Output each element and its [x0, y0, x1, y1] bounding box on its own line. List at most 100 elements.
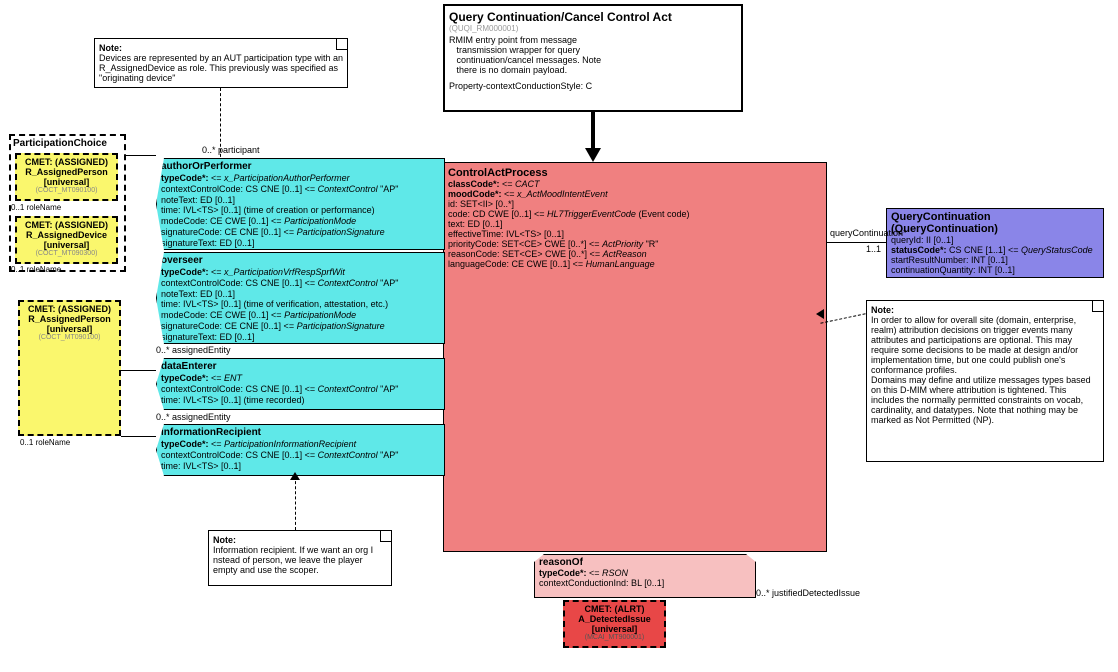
cmet1-l2: R_AssignedPerson	[19, 167, 114, 177]
cmet3-l3: [universal]	[22, 324, 117, 334]
note3-title: Note:	[871, 305, 1099, 315]
controlact-box: ControlActProcess classCode*: <= CACT mo…	[443, 162, 827, 552]
pc-title: ParticipationChoice	[13, 138, 122, 149]
cmet2-l1: CMET: (ASSIGNED)	[19, 220, 114, 230]
note2-box: Note: Information recipient. If we want …	[208, 530, 392, 586]
ro-title: reasonOf	[539, 557, 751, 568]
author-l5: modeCode: CE CWE [0..1] <= Participation…	[161, 216, 440, 227]
de-title: dataEnterer	[161, 361, 440, 373]
overseer-l2: contextControlCode: CS CNE [0..1] <= Con…	[161, 278, 440, 289]
overseer-box: overseer typeCode*: <= x_ParticipationVr…	[156, 252, 445, 344]
note1-box: Note: Devices are represented by an AUT …	[94, 38, 348, 88]
note2-arrowhead-icon	[290, 472, 300, 480]
overseer-l7: signatureText: ED [0..1]	[161, 332, 440, 343]
cmet1-box: CMET: (ASSIGNED) R_AssignedPerson [unive…	[15, 153, 118, 201]
cmet2-l4: (COCT_MT090300)	[19, 250, 114, 257]
header-desc: RMIM entry point from message transmissi…	[449, 35, 737, 75]
author-l2: contextControlCode: CS CNE [0..1] <= Con…	[161, 184, 440, 195]
overseer-l6: signatureCode: CE CNE [0..1] <= Particip…	[161, 321, 440, 332]
qc-l2: statusCode*: CS CNE [1..1] <= QueryStatu…	[891, 245, 1099, 255]
note2-line	[295, 476, 296, 530]
cmet2-l2: R_AssignedDevice	[19, 230, 114, 240]
qc-line	[827, 242, 886, 243]
author-title: authorOrPerformer	[161, 161, 440, 173]
cmet3-box: CMET: (ASSIGNED) R_AssignedPerson [unive…	[18, 300, 121, 436]
de-l3: time: IVL<TS> [0..1] (time recorded)	[161, 395, 440, 406]
qc-l1: queryId: II [0..1]	[891, 235, 1099, 245]
pc-line	[126, 155, 156, 156]
qc-card: 1..1	[866, 244, 881, 254]
ir-l2: contextControlCode: CS CNE [0..1] <= Con…	[161, 450, 440, 461]
header-prop: Property-contextConductionStyle: C	[449, 81, 737, 91]
cmet4-l1: CMET: (ALRT)	[567, 604, 662, 614]
participant-label: 0..* participant	[202, 145, 260, 155]
note3-arrow	[820, 313, 865, 324]
header-title: Query Continuation/Cancel Control Act	[449, 10, 737, 24]
ca-l7: priorityCode: SET<CE> CWE [0..*] <= ActP…	[448, 239, 822, 249]
note3-box: Note: In order to allow for overall site…	[866, 300, 1104, 462]
overseer-title: overseer	[161, 255, 440, 267]
overseer-l1: typeCode*: <= x_ParticipationVrfRespSprf…	[161, 267, 440, 278]
overseer-l3: noteText: ED [0..1]	[161, 289, 440, 300]
ca-l2: moodCode*: <= x_ActMoodIntentEvent	[448, 189, 822, 199]
de-line	[121, 370, 156, 371]
de-l1: typeCode*: <= ENT	[161, 373, 440, 384]
ca-l6: effectiveTime: IVL<TS> [0..1]	[448, 229, 822, 239]
overseer-l5: modeCode: CE CWE [0..1] <= Participation…	[161, 310, 440, 321]
author-l3: noteText: ED [0..1]	[161, 195, 440, 206]
de-rel: 0..* assignedEntity	[156, 345, 231, 355]
controlact-title: ControlActProcess	[448, 167, 822, 179]
ir-rel: 0..* assignedEntity	[156, 412, 231, 422]
qc-l3: startResultNumber: INT [0..1]	[891, 255, 1099, 265]
cmet1-l1: CMET: (ASSIGNED)	[19, 157, 114, 167]
dataenterer-box: dataEnterer typeCode*: <= ENT contextCon…	[156, 358, 445, 410]
ir-line	[121, 436, 156, 437]
qc-l4: continuationQuantity: INT [0..1]	[891, 265, 1099, 275]
arrow-down-icon	[585, 148, 601, 162]
ro-rel: 0..* justifiedDetectedIssue	[756, 588, 860, 598]
overseer-l4: time: IVL<TS> [0..1] (time of verificati…	[161, 299, 440, 310]
cmet4-l4: (MCAI_MT900001)	[567, 634, 662, 641]
reasonof-box: reasonOf typeCode*: <= RSON contextCondu…	[534, 554, 756, 598]
cmet4-l3: [universal]	[567, 624, 662, 634]
cmet3-l2: R_AssignedPerson	[22, 314, 117, 324]
note1-title: Note:	[99, 43, 343, 53]
qc-title: QueryContinuation(QueryContinuation)	[891, 211, 1099, 235]
author-l4: time: IVL<TS> [0..1] (time of creation o…	[161, 205, 440, 216]
author-l1: typeCode*: <= x_ParticipationAuthorPerfo…	[161, 173, 440, 184]
cmet3-role: 0..1 roleName	[20, 438, 70, 447]
note3-body: In order to allow for overall site (doma…	[871, 315, 1099, 425]
cmet1-l3: [universal]	[19, 177, 114, 187]
ir-title: informationRecipient	[161, 427, 440, 439]
cmet2-box: CMET: (ASSIGNED) R_AssignedDevice [unive…	[15, 216, 118, 264]
note2-title: Note:	[213, 535, 387, 545]
cmet4-l2: A_DetectedIssue	[567, 614, 662, 624]
querycont-box: QueryContinuation(QueryContinuation) que…	[886, 208, 1104, 278]
de-l2: contextControlCode: CS CNE [0..1] <= Con…	[161, 384, 440, 395]
author-l6: signatureCode: CE CNE [0..1] <= Particip…	[161, 227, 440, 238]
ro-l2: contextConductionInd: BL [0..1]	[539, 578, 751, 588]
cmet2-role: 0..1 roleName	[11, 265, 61, 274]
header-code: (QUQI_RM000001)	[449, 24, 737, 33]
note1-body: Devices are represented by an AUT partic…	[99, 53, 343, 83]
ir-l3: time: IVL<TS> [0..1]	[161, 461, 440, 472]
note3-arrowhead-icon	[816, 309, 824, 319]
ca-l5: text: ED [0..1]	[448, 219, 822, 229]
cmet1-l4: (COCT_MT090100)	[19, 187, 114, 194]
cmet2-l3: [universal]	[19, 240, 114, 250]
ir-l1: typeCode*: <= ParticipationInformationRe…	[161, 439, 440, 450]
note2-body: Information recipient. If we want an org…	[213, 545, 387, 575]
ca-l9: languageCode: CE CWE [0..1] <= HumanLang…	[448, 259, 822, 269]
ca-l1: classCode*: <= CACT	[448, 179, 822, 189]
arrow-line	[591, 112, 595, 150]
ca-l4: code: CD CWE [0..1] <= HL7TriggerEventCo…	[448, 209, 822, 219]
qc-rel: queryContinuation*	[830, 228, 907, 238]
ca-l3: id: SET<II> [0..*]	[448, 199, 822, 209]
cmet4-box: CMET: (ALRT) A_DetectedIssue [universal]…	[563, 600, 666, 648]
inforecipient-box: informationRecipient typeCode*: <= Parti…	[156, 424, 445, 476]
header-box: Query Continuation/Cancel Control Act (Q…	[443, 4, 743, 112]
ro-l1: typeCode*: <= RSON	[539, 568, 751, 578]
ca-l8: reasonCode: SET<CE> CWE [0..*] <= ActRea…	[448, 249, 822, 259]
author-box: authorOrPerformer typeCode*: <= x_Partic…	[156, 158, 445, 250]
cmet3-l1: CMET: (ASSIGNED)	[22, 304, 117, 314]
